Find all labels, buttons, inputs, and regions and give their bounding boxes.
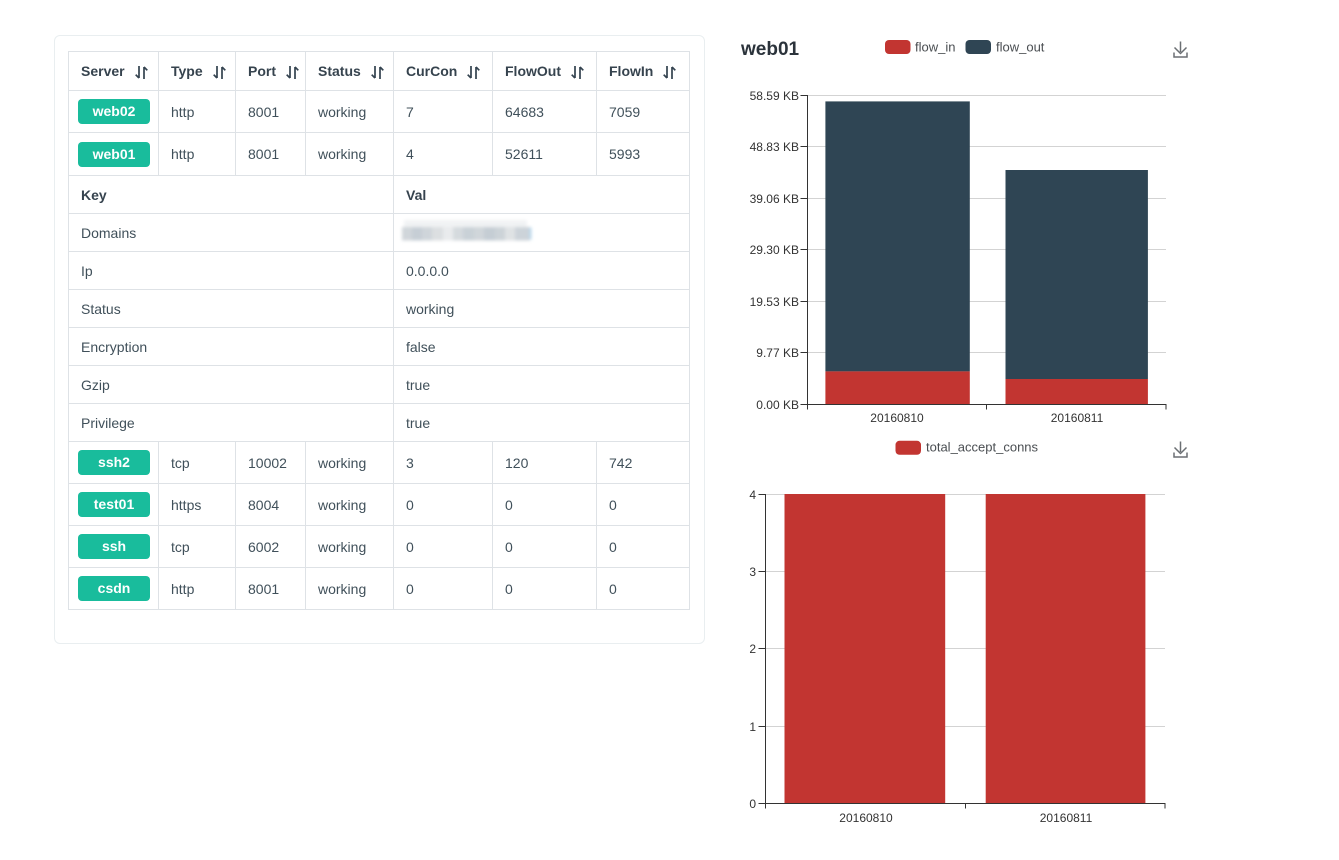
svg-text:20160811: 20160811 [1051, 411, 1104, 425]
svg-text:9.77 KB: 9.77 KB [756, 346, 799, 360]
svg-text:39.06 KB: 39.06 KB [750, 192, 799, 206]
svg-text:1: 1 [749, 720, 756, 734]
svg-text:20160811: 20160811 [1040, 811, 1093, 825]
svg-text:29.30 KB: 29.30 KB [750, 243, 799, 257]
svg-text:20160810: 20160810 [839, 811, 893, 825]
svg-text:48.83 KB: 48.83 KB [750, 140, 799, 154]
svg-text:0.00 KB: 0.00 KB [756, 398, 799, 412]
svg-text:total_accept_conns: total_accept_conns [926, 440, 1039, 455]
svg-text:2: 2 [749, 642, 756, 656]
svg-text:flow_out: flow_out [996, 40, 1045, 55]
svg-text:flow_in: flow_in [915, 40, 955, 55]
svg-text:58.59 KB: 58.59 KB [750, 89, 799, 103]
svg-text:0: 0 [749, 797, 756, 811]
svg-text:19.53 KB: 19.53 KB [750, 295, 799, 309]
svg-text:3: 3 [749, 565, 756, 579]
svg-text:4: 4 [749, 488, 756, 502]
svg-text:20160810: 20160810 [870, 411, 924, 425]
